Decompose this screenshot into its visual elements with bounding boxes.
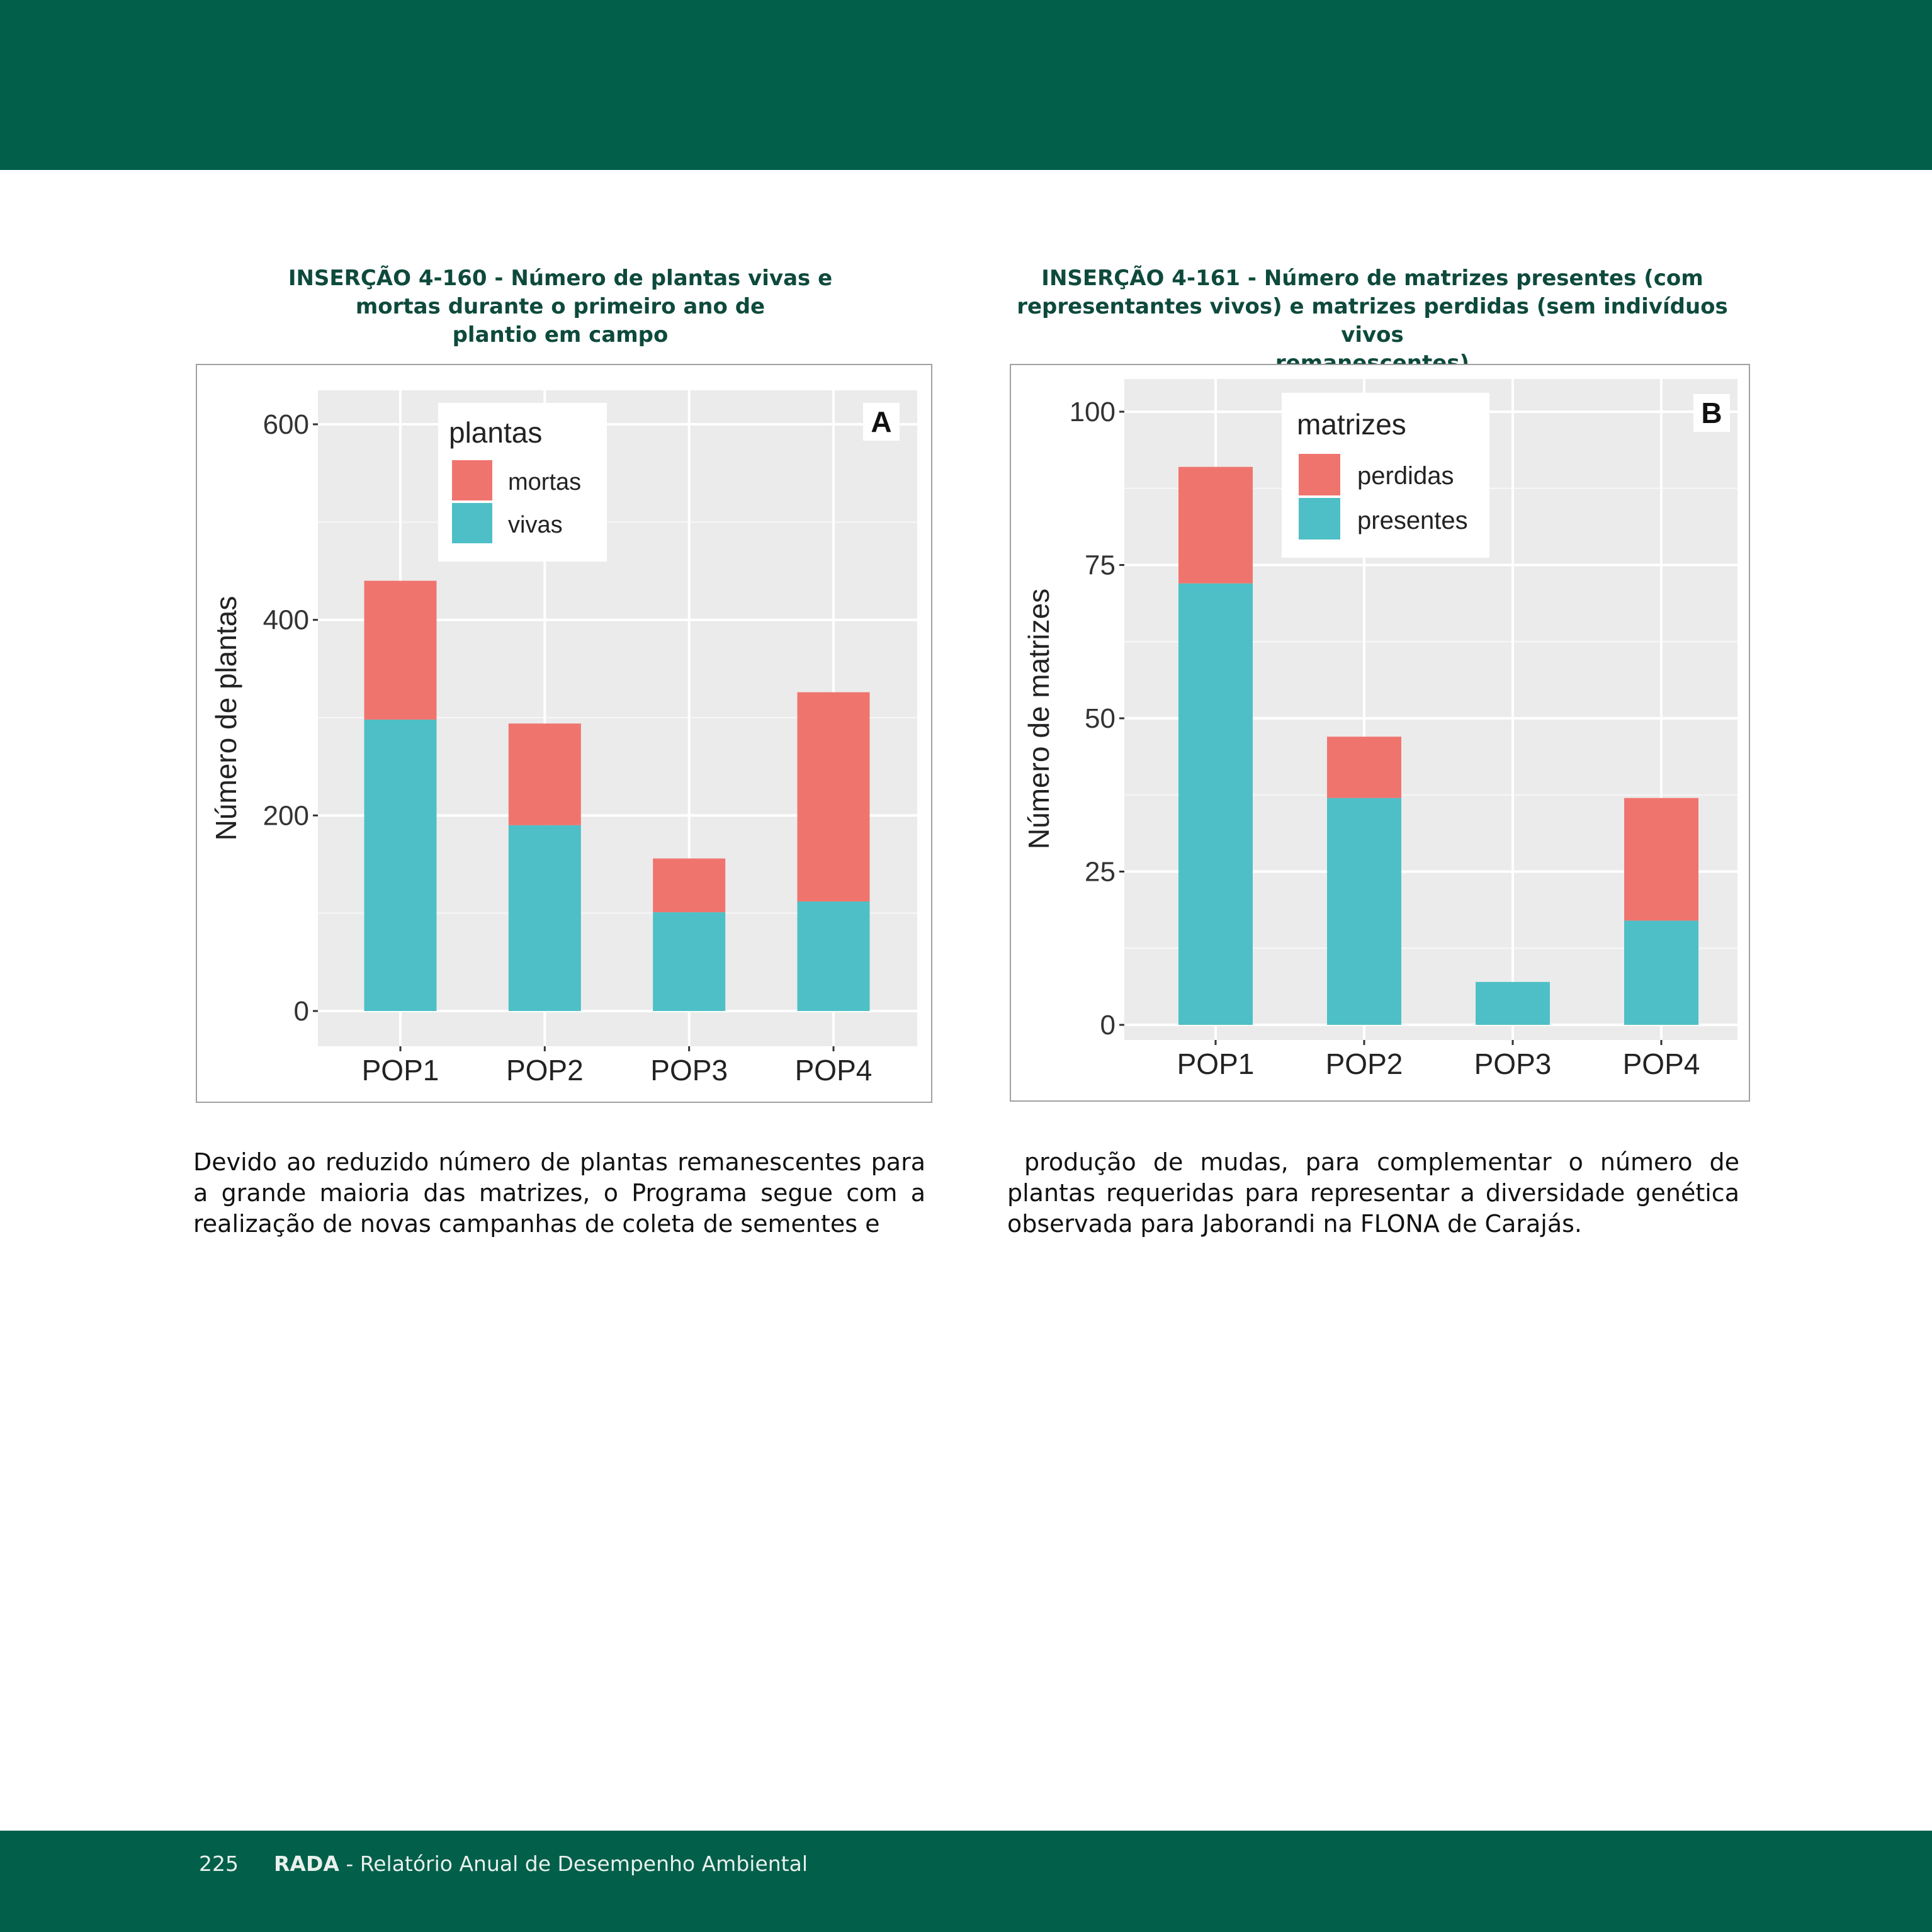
- bar-presentes: [1327, 798, 1401, 1025]
- x-tick-label: POP4: [795, 1054, 873, 1087]
- x-tick-label: POP2: [1326, 1048, 1403, 1080]
- legend: plantas mortas vivas: [438, 403, 607, 562]
- y-tick-label: 25: [1085, 857, 1116, 888]
- y-axis: 0 25 50 75 100: [1070, 397, 1124, 1041]
- caption-line: INSERÇÃO 4-161 - Número de matrizes pres…: [1041, 266, 1703, 291]
- footer-title-text: - Relatório Anual de Desempenho Ambienta…: [339, 1851, 808, 1876]
- body-line: produção de mudas, para complementar o n…: [1007, 1148, 1739, 1176]
- bar-mortas: [364, 580, 437, 720]
- body-text-left: Devido ao reduzido número de plantas rem…: [193, 1147, 925, 1240]
- body-line: plantas requeridas para representar a di…: [1007, 1179, 1739, 1207]
- legend-label-mortas: mortas: [508, 469, 581, 495]
- figure-caption-a: INSERÇÃO 4-160 - Número de plantas vivas…: [195, 264, 925, 349]
- legend-swatch-vivas: [451, 502, 494, 545]
- x-tick-label: POP3: [1474, 1048, 1552, 1080]
- x-axis: POP1 POP2 POP3 POP4: [1177, 1040, 1700, 1080]
- legend-swatch-presentes: [1297, 497, 1342, 541]
- y-tick-label: 0: [294, 996, 309, 1027]
- y-tick-label: 200: [263, 800, 309, 831]
- panel-label: B: [1701, 397, 1722, 429]
- bar-perdidas: [1178, 466, 1253, 584]
- figure-a: 0 200 400 600 POP1 POP2 POP3 POP4 Número de pl…: [196, 364, 932, 1103]
- legend-label-perdidas: perdidas: [1357, 462, 1454, 490]
- y-tick-label: 50: [1085, 703, 1116, 734]
- x-tick-label: POP4: [1623, 1048, 1700, 1080]
- x-tick-label: POP3: [650, 1054, 728, 1087]
- bar-mortas: [508, 723, 581, 825]
- y-axis: 0 200 400 600: [263, 409, 318, 1027]
- header-band: [0, 0, 1932, 170]
- bar-perdidas: [1624, 798, 1698, 921]
- bar-presentes: [1476, 981, 1550, 1025]
- bar-vivas: [653, 912, 726, 1011]
- legend-title: plantas: [449, 416, 542, 449]
- legend: matrizes perdidas presentes: [1282, 393, 1489, 558]
- body-line: observada para Jaborandi na FLONA de Car…: [1007, 1210, 1583, 1238]
- y-axis-label: Número de plantas: [210, 596, 242, 841]
- panel-label: A: [871, 405, 891, 438]
- body-line: a grande maioria das matrizes, o Program…: [193, 1179, 925, 1207]
- legend-swatch-perdidas: [1297, 453, 1342, 497]
- figure-caption-b: INSERÇÃO 4-161 - Número de matrizes pres…: [995, 264, 1750, 378]
- bar-vivas: [508, 825, 581, 1011]
- y-tick-label: 0: [1100, 1010, 1116, 1041]
- x-tick-label: POP1: [1177, 1048, 1255, 1080]
- footer-brand: RADA: [274, 1851, 339, 1876]
- x-tick-label: POP1: [362, 1054, 439, 1087]
- footer-band: [0, 1831, 1932, 1932]
- bars: [1178, 466, 1698, 1025]
- figure-b: 0 25 50 75 100 POP1 POP2 POP3 POP4 Número de ma…: [1010, 364, 1750, 1102]
- y-tick-label: 400: [263, 605, 309, 636]
- legend-title: matrizes: [1297, 408, 1406, 441]
- legend-label-presentes: presentes: [1357, 507, 1468, 534]
- bar-presentes: [1624, 920, 1698, 1025]
- footer-title: RADA - Relatório Anual de Desempenho Amb…: [274, 1851, 808, 1876]
- bar-presentes: [1178, 583, 1253, 1025]
- caption-line: mortas durante o primeiro ano de: [355, 294, 765, 319]
- caption-line: plantio em campo: [452, 322, 669, 347]
- page-number: 225: [199, 1851, 239, 1876]
- caption-line: representantes vivos) e matrizes perdida…: [1017, 294, 1728, 347]
- y-tick-label: 600: [263, 409, 309, 440]
- x-tick-label: POP2: [506, 1054, 584, 1087]
- legend-swatch-mortas: [451, 459, 494, 502]
- legend-label-vivas: vivas: [508, 512, 563, 538]
- panel-label-box: [1693, 394, 1730, 432]
- bar-mortas: [653, 858, 726, 913]
- panel-label-box: [863, 403, 900, 441]
- bars: [364, 580, 870, 1011]
- y-tick-label: 100: [1070, 397, 1116, 427]
- y-axis-label: Número de matrizes: [1022, 589, 1055, 849]
- chart-b: 0 25 50 75 100 POP1 POP2 POP3 POP4 Número de ma…: [1022, 379, 1737, 1080]
- body-line: realização de novas campanhas de coleta …: [193, 1210, 880, 1238]
- bar-vivas: [797, 901, 870, 1011]
- x-axis: POP1 POP2 POP3 POP4: [362, 1046, 873, 1087]
- bar-mortas: [797, 692, 870, 902]
- bar-perdidas: [1327, 737, 1401, 798]
- caption-line: INSERÇÃO 4-160 - Número de plantas vivas…: [288, 266, 833, 291]
- bar-vivas: [364, 720, 437, 1011]
- body-text-right: produção de mudas, para complementar o n…: [1007, 1147, 1739, 1240]
- y-tick-label: 75: [1085, 550, 1116, 581]
- body-line: Devido ao reduzido número de plantas rem…: [193, 1148, 925, 1176]
- chart-a: 0 200 400 600 POP1 POP2 POP3 POP4 Número de pl…: [210, 390, 917, 1087]
